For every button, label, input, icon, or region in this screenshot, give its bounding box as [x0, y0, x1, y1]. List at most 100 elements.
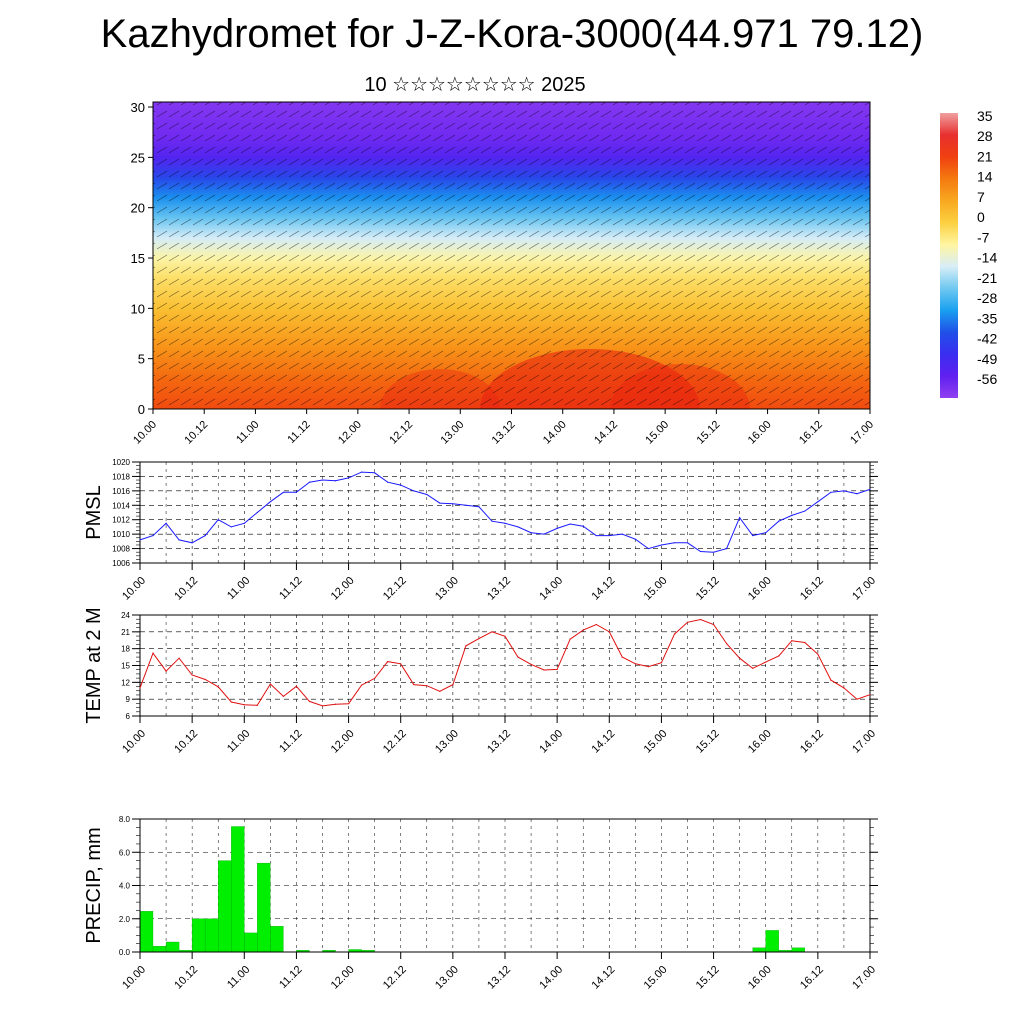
- colorbar-label: -56: [977, 371, 997, 387]
- x-tick-label: 14.00: [537, 575, 565, 603]
- data-point: [439, 502, 441, 504]
- colorbar-label: -28: [977, 290, 997, 306]
- precip-bar: [191, 918, 206, 953]
- data-point: [530, 532, 532, 534]
- x-tick-label: 10.00: [120, 575, 148, 603]
- data-point: [165, 522, 167, 524]
- y-tick-label: 1014: [112, 501, 130, 510]
- x-tick-label: 13.12: [490, 419, 518, 447]
- data-point: [582, 525, 584, 527]
- data-point: [621, 533, 623, 535]
- x-tick-label: 11.00: [225, 964, 252, 991]
- x-tick-label: 11.00: [234, 419, 261, 446]
- data-point: [569, 638, 571, 640]
- precip-bar: [791, 947, 805, 953]
- x-tick-label: 11.00: [225, 575, 252, 602]
- data-point: [699, 550, 702, 553]
- x-tick-label: 16.00: [746, 964, 774, 992]
- y-tick-label: 0: [138, 402, 145, 417]
- data-point: [256, 704, 258, 706]
- data-point: [778, 655, 780, 657]
- x-tick-label: 12.12: [381, 964, 409, 992]
- data-point: [243, 704, 245, 706]
- precip-bar: [165, 941, 180, 953]
- data-point: [452, 503, 454, 505]
- data-point: [699, 618, 702, 621]
- y-tick-label: 1010: [112, 530, 130, 539]
- page-title: Kazhydromet for J-Z-Kora-3000(44.971 79.…: [100, 12, 924, 56]
- data-point: [595, 534, 597, 537]
- data-point: [282, 491, 284, 493]
- wind-barbs: [153, 102, 870, 409]
- colorbar-label: 28: [977, 128, 993, 144]
- data-point: [595, 623, 597, 626]
- data-point: [491, 631, 493, 633]
- data-point: [830, 491, 832, 493]
- data-point: [217, 519, 219, 521]
- x-tick-label: 10.00: [131, 419, 159, 447]
- y-tick-label: 12: [121, 678, 130, 687]
- data-point: [752, 534, 754, 537]
- precip-bar: [139, 911, 154, 953]
- x-tick-label: 16.00: [746, 728, 774, 756]
- y-tick-label: 0.0: [119, 948, 131, 957]
- data-point: [139, 539, 141, 541]
- x-tick-label: 16.12: [798, 575, 826, 603]
- x-tick-label: 14.00: [537, 964, 565, 992]
- y-tick-label: 10: [131, 301, 145, 316]
- x-tick-label: 11.00: [225, 728, 252, 755]
- x-tick-label: 15.00: [643, 419, 671, 447]
- data-point: [178, 657, 180, 659]
- x-tick-label: 15.00: [642, 728, 670, 756]
- data-point: [556, 668, 558, 671]
- data-point: [191, 542, 193, 544]
- x-tick-label: 13.12: [485, 964, 513, 992]
- data-point: [426, 685, 428, 687]
- data-point: [765, 532, 767, 534]
- y-axis-label: TEMP at 2 M: [83, 607, 105, 723]
- data-point: [582, 629, 584, 631]
- data-point: [230, 701, 232, 703]
- precip-bar: [752, 947, 766, 953]
- x-tick-label: 14.12: [589, 575, 617, 603]
- data-point: [243, 522, 245, 524]
- data-point: [778, 520, 780, 522]
- precip-panel: 0.0 2.0 4.0 6.0 8.0 10.00 10.12 11.00 11.12 12.00…: [83, 815, 878, 992]
- colorbar-label: -21: [977, 270, 997, 286]
- colorbar-label: 7: [977, 189, 985, 205]
- data-point: [517, 526, 519, 528]
- x-tick-label: 11.12: [277, 575, 304, 602]
- data-point: [608, 534, 610, 537]
- data-point: [556, 527, 558, 529]
- data-point: [673, 542, 676, 544]
- x-tick-label: 11.12: [285, 419, 312, 446]
- y-tick-label: 30: [131, 100, 145, 115]
- data-point: [817, 653, 819, 655]
- data-point: [165, 670, 167, 672]
- x-tick-label: 14.00: [541, 419, 569, 447]
- y-tick-label: 1012: [112, 516, 130, 525]
- x-tick-label: 17.00: [848, 419, 876, 447]
- x-tick-label: 17.00: [850, 575, 878, 603]
- y-tick-label: 1016: [112, 487, 130, 496]
- y-tick-label: 4.0: [119, 882, 131, 891]
- precip-bar: [218, 860, 232, 953]
- data-point: [634, 538, 636, 540]
- data-point: [517, 656, 519, 658]
- data-point: [686, 621, 689, 623]
- y-tick-label: 9: [126, 695, 131, 704]
- x-tick-label: 14.12: [592, 419, 620, 447]
- x-tick-label: 13.00: [433, 964, 461, 992]
- x-tick-label: 15.12: [695, 419, 723, 447]
- x-tick-label: 13.12: [485, 575, 513, 603]
- x-tick-label: 10.00: [120, 728, 148, 756]
- y-tick-label: 1020: [112, 458, 130, 467]
- data-point: [491, 520, 493, 522]
- x-tick-label: 16.00: [746, 419, 774, 447]
- x-tick-label: 15.00: [642, 964, 670, 992]
- x-tick-label: 11.12: [277, 964, 304, 991]
- data-point: [334, 703, 337, 705]
- temperature-panel: 6 9 12 15 18 21 24 10.00 10.12 11.00 11.12 12.00 12.…: [83, 607, 878, 755]
- data-point: [321, 479, 324, 481]
